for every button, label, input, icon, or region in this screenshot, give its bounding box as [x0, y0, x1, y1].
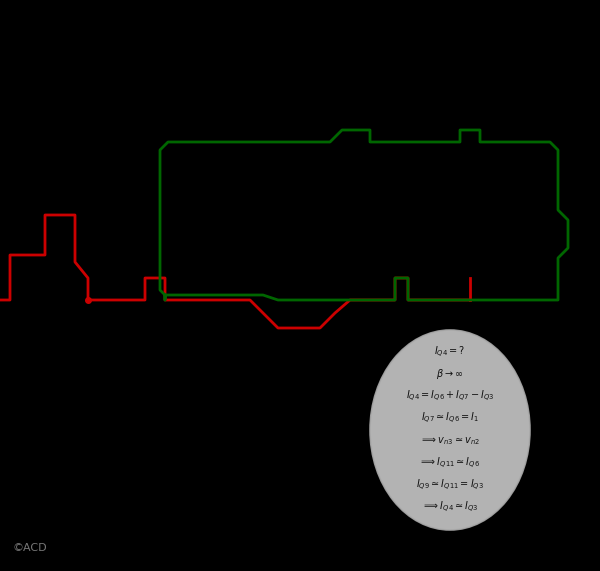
Text: $I_{Q4} =?$: $I_{Q4} =?$: [434, 345, 466, 360]
Text: ©ACD: ©ACD: [12, 543, 47, 553]
Text: $I_{Q7} \simeq I_{Q6} = I_1$: $I_{Q7} \simeq I_{Q6} = I_1$: [421, 411, 479, 427]
Text: $\Longrightarrow I_{Q11} \simeq I_{Q6}$: $\Longrightarrow I_{Q11} \simeq I_{Q6}$: [419, 456, 481, 471]
Text: $I_{Q4} = I_{Q6} + I_{Q7} - I_{Q3}$: $I_{Q4} = I_{Q6} + I_{Q7} - I_{Q3}$: [406, 389, 494, 404]
Text: $\Longrightarrow v_{n3} \simeq v_{n2}$: $\Longrightarrow v_{n3} \simeq v_{n2}$: [420, 435, 480, 447]
Text: $I_{Q9} \simeq I_{Q11} = I_{Q3}$: $I_{Q9} \simeq I_{Q11} = I_{Q3}$: [416, 478, 484, 493]
Text: $\Longrightarrow I_{Q4} \simeq I_{Q3}$: $\Longrightarrow I_{Q4} \simeq I_{Q3}$: [422, 500, 478, 516]
Text: $\beta \rightarrow \infty$: $\beta \rightarrow \infty$: [436, 368, 464, 381]
Ellipse shape: [370, 330, 530, 530]
